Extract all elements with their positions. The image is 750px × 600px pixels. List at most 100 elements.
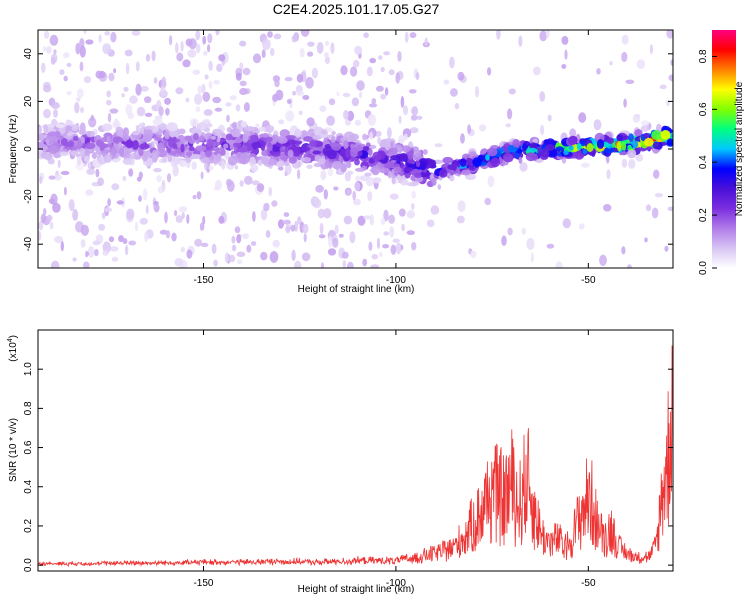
spectrogram-cell (609, 61, 613, 66)
spectrogram-cell (449, 175, 455, 182)
spectrogram-cell (380, 66, 385, 73)
spectrogram-cell (390, 155, 401, 161)
spectrogram-cell (456, 215, 465, 224)
spectrogram-cell (330, 42, 335, 54)
spectrogram-cell (87, 246, 95, 258)
spectrogram-cell (239, 40, 247, 47)
spectrogram-cell (68, 130, 74, 137)
spectrogram-cell (123, 86, 129, 92)
spectrogram-cell (620, 151, 628, 156)
spectrogram-cell (153, 77, 158, 84)
spectrogram-cell (165, 230, 171, 239)
spectrogram-cell (659, 84, 667, 90)
spectrogram-cell (652, 141, 661, 150)
spectrogram-cell (210, 135, 216, 140)
spectrogram-cell (291, 140, 303, 145)
spectrogram-cell (415, 72, 420, 81)
spectrogram-cell (431, 177, 437, 186)
spectrogram-cell (141, 133, 153, 143)
snr-xtick-label: -100 (386, 578, 406, 589)
spectrogram-cell (321, 130, 327, 135)
spectrogram-cell (175, 42, 179, 54)
spectrogram-cell (327, 248, 337, 256)
spectrogram-cell (349, 147, 359, 158)
spectrogram-cell (284, 161, 290, 167)
spectrogram-cell (266, 142, 273, 151)
colorbar: 0.0 0.2 0.4 0.6 0.8 Normalized spectral ampl… (698, 30, 745, 275)
spectrogram-cell (192, 133, 199, 141)
spectrogram-cell (623, 98, 627, 108)
spectrogram-cell (226, 180, 235, 192)
spectrogram-cell (404, 31, 409, 43)
spectrogram-cell (580, 162, 590, 168)
spectrogram-cell (211, 243, 217, 254)
spectrogram-cell (54, 236, 64, 244)
spectrogram-cell (144, 96, 152, 104)
spectrogram-cell (487, 147, 498, 157)
spectrogram-cell (319, 222, 324, 235)
spectrogram-cell (352, 59, 360, 68)
spectrogram-cell (395, 72, 401, 84)
spectrogram-cell (346, 161, 352, 169)
spectrogram-cell (75, 42, 81, 55)
spectrogram-cell (107, 198, 111, 207)
spectrogram-cell (640, 125, 650, 132)
spectrogram-ytick-label: 20 (23, 95, 34, 107)
spectrogram-cell (487, 175, 495, 187)
spectrogram-cell (240, 146, 248, 154)
spectrogram-cell (63, 52, 70, 59)
spectrogram-cell (586, 143, 594, 152)
spectrogram-cell (85, 142, 96, 150)
spectrogram-cell (537, 146, 542, 157)
spectrogram-cell (367, 148, 373, 156)
spectrogram-cell (357, 150, 363, 157)
spectrogram-cell (457, 200, 466, 213)
spectrogram-cell (38, 231, 42, 241)
spectrogram-cell (380, 93, 386, 100)
snr-ytick-label: 1.0 (23, 362, 34, 376)
spectrogram-cell (272, 239, 280, 248)
spectrogram-cell (275, 89, 284, 101)
spectrogram-cell (66, 62, 72, 67)
spectrogram-cell (395, 242, 402, 255)
spectrogram-cell (200, 171, 204, 180)
spectrogram-cell (49, 34, 59, 46)
spectrogram-cell (300, 30, 310, 37)
spectrogram-cell (136, 106, 146, 117)
spectrogram-cell (207, 44, 211, 53)
spectrogram-cell (396, 146, 403, 153)
spectrogram-cell (450, 88, 458, 97)
spectrogram-cell (139, 217, 148, 225)
spectrogram-cell (43, 108, 51, 119)
spectrogram-cell (635, 153, 644, 162)
spectrogram-cell (414, 149, 422, 158)
spectrogram-cell (467, 124, 472, 134)
spectrogram-cell (179, 160, 188, 167)
spectrogram-cell (154, 137, 163, 141)
spectrogram-xtick-label: -150 (193, 275, 213, 286)
spectrogram-cell (484, 197, 492, 206)
spectrogram-cell (43, 124, 49, 135)
spectrogram-cell (353, 198, 361, 206)
snr-xlabel: Height of straight line (km) (298, 584, 415, 595)
spectrogram-cell (627, 148, 637, 159)
spectrogram-cell (666, 30, 673, 39)
spectrogram-cell (232, 121, 238, 130)
spectrogram-cell (128, 240, 137, 246)
spectrogram-cell (291, 249, 296, 262)
spectrogram-cell (430, 162, 435, 169)
spectrogram-cell (596, 139, 605, 149)
spectrogram-cell (519, 162, 528, 172)
spectrogram-cell (422, 149, 428, 155)
spectrogram-cell (518, 156, 523, 164)
spectrogram-cell (363, 32, 369, 38)
spectrogram-cell (53, 109, 58, 118)
spectrogram-cell (342, 260, 347, 268)
spectrogram-cell (403, 133, 408, 141)
spectrogram-cell (410, 114, 418, 121)
spectrogram-cell (218, 54, 226, 62)
spectrogram-cell (101, 212, 106, 220)
spectrogram-cell (334, 224, 339, 234)
spectrogram-cell (474, 86, 480, 98)
spectrogram-cell (352, 190, 357, 201)
